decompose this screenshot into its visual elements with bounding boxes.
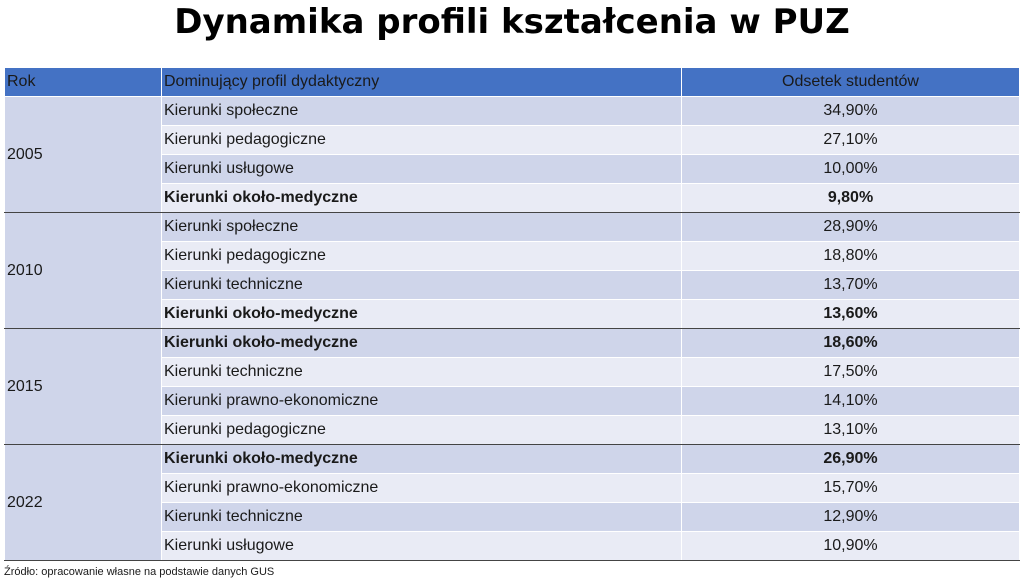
profile-cell: Kierunki usługowe (161, 154, 682, 184)
share-cell: 18,80% (681, 241, 1020, 271)
share-cell: 17,50% (681, 357, 1020, 387)
profile-cell: Kierunki prawno-ekonomiczne (161, 386, 682, 416)
header-profile: Dominujący profil dydaktyczny (161, 67, 682, 97)
share-cell: 18,60% (681, 328, 1020, 358)
profile-cell: Kierunki społeczne (161, 96, 682, 126)
share-cell: 13,10% (681, 415, 1020, 445)
share-cell: 14,10% (681, 386, 1020, 416)
table-body: 2005 Kierunki społeczne 34,90% Kierunki … (4, 96, 1020, 561)
table-row: Kierunki techniczne 17,50% (5, 357, 1020, 387)
table-row: Kierunki prawno-ekonomiczne 14,10% (5, 386, 1020, 416)
share-cell: 26,90% (681, 444, 1020, 474)
table-row: Kierunki usługowe 10,90% (5, 531, 1020, 561)
profile-cell: Kierunki społeczne (161, 212, 682, 242)
source-note: Źródło: opracowanie własne na podstawie … (4, 566, 275, 578)
year-cell: 2010 (4, 212, 162, 329)
profile-cell: Kierunki pedagogiczne (161, 125, 682, 155)
share-cell: 13,60% (681, 299, 1020, 329)
table-row: Kierunki pedagogiczne 27,10% (5, 125, 1020, 155)
table-row: 2005 Kierunki społeczne 34,90% (4, 96, 1020, 213)
share-cell: 13,70% (681, 270, 1020, 300)
table-row: Kierunki około-medyczne 9,80% (5, 183, 1020, 213)
profiles-table: Rok Dominujący profil dydaktyczny Odsete… (4, 67, 1020, 561)
profile-cell: Kierunki około-medyczne (161, 183, 682, 213)
profile-cell: Kierunki techniczne (161, 357, 682, 387)
profile-cell: Kierunki techniczne (161, 270, 682, 300)
page-title: Dynamika profili kształcenia w PUZ (174, 2, 850, 42)
share-cell: 12,90% (681, 502, 1020, 532)
profile-cell: Kierunki usługowe (161, 531, 682, 561)
table-row: 2015 Kierunki około-medyczne 18,60% (4, 328, 1020, 445)
year-cell: 2015 (4, 328, 162, 445)
table-row: Kierunki prawno-ekonomiczne 15,70% (5, 473, 1020, 503)
profile-cell: Kierunki pedagogiczne (161, 241, 682, 271)
header-share: Odsetek studentów (681, 67, 1020, 97)
profile-cell: Kierunki około-medyczne (161, 328, 682, 358)
share-cell: 27,10% (681, 125, 1020, 155)
profile-cell: Kierunki pedagogiczne (161, 415, 682, 445)
table-header-row: Rok Dominujący profil dydaktyczny Odsete… (4, 67, 1020, 97)
share-cell: 10,90% (681, 531, 1020, 561)
share-cell: 9,80% (681, 183, 1020, 213)
profile-cell: Kierunki około-medyczne (161, 299, 682, 329)
table-row: Kierunki techniczne 12,90% (5, 502, 1020, 532)
profile-cell: Kierunki prawno-ekonomiczne (161, 473, 682, 503)
profile-cell: Kierunki techniczne (161, 502, 682, 532)
table-row: 2010 Kierunki społeczne 28,90% (4, 212, 1020, 329)
year-cell: 2005 (4, 96, 162, 213)
table-row: 2022 Kierunki około-medyczne 26,90% (4, 444, 1020, 561)
share-cell: 15,70% (681, 473, 1020, 503)
header-year: Rok (4, 67, 162, 97)
year-cell: 2022 (4, 444, 162, 561)
share-cell: 10,00% (681, 154, 1020, 184)
table-row: Kierunki około-medyczne 13,60% (5, 299, 1020, 329)
share-cell: 34,90% (681, 96, 1020, 126)
profile-cell: Kierunki około-medyczne (161, 444, 682, 474)
table-row: Kierunki pedagogiczne 18,80% (5, 241, 1020, 271)
share-cell: 28,90% (681, 212, 1020, 242)
table-row: Kierunki techniczne 13,70% (5, 270, 1020, 300)
